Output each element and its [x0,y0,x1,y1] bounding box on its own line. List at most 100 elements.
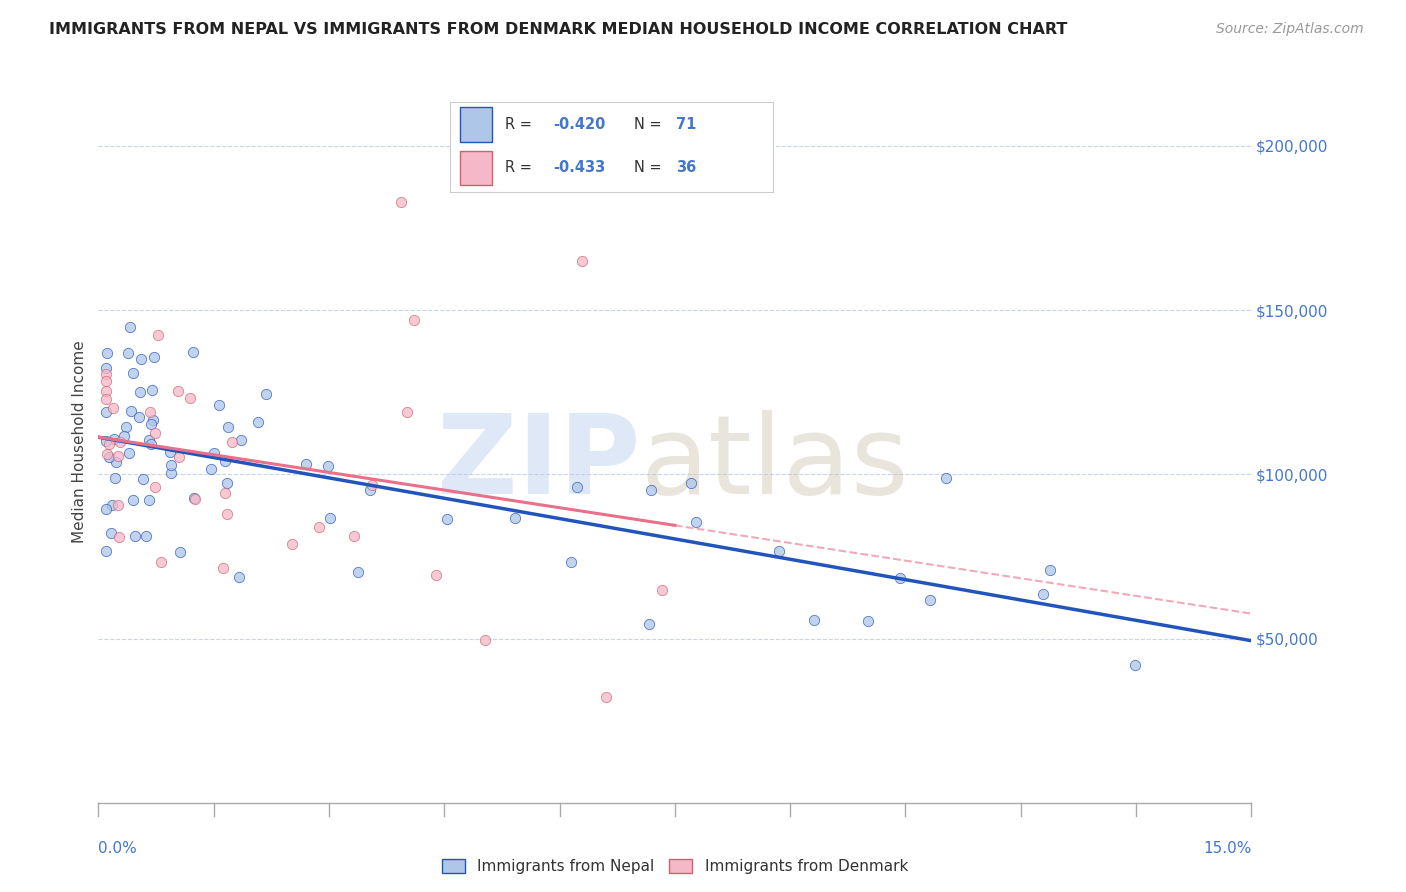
Point [179,392,201,406]
Point [651,583,673,598]
Point [143,425,166,440]
Point [122,367,145,381]
Point [132,472,155,486]
Point [160,458,183,473]
Point [98,436,121,450]
Point [139,417,162,431]
Point [124,529,146,543]
Point [212,561,235,575]
Point [118,446,141,460]
Point [1123,658,1146,673]
Point [319,511,342,525]
Point [181,345,204,359]
Point [142,413,165,427]
Point [108,530,131,544]
Point [567,479,589,493]
Point [135,529,157,543]
Text: IMMIGRANTS FROM NEPAL VS IMMIGRANTS FROM DENMARK MEDIAN HOUSEHOLD INCOME CORRELA: IMMIGRANTS FROM NEPAL VS IMMIGRANTS FROM… [49,22,1067,37]
Point [183,491,205,506]
Point [200,462,222,476]
Point [217,420,239,434]
Point [94,374,117,388]
Point [595,690,617,704]
Point [221,435,243,450]
Point [94,544,117,558]
Point [1032,587,1054,601]
Point [214,454,236,468]
Point [101,401,124,415]
Point [681,475,703,490]
Point [343,529,366,543]
Point [402,313,425,327]
Point [346,565,368,579]
Point [120,404,142,418]
Point [138,493,160,508]
Point [474,633,496,648]
Point [138,433,160,447]
Point [110,434,132,449]
Point [395,405,418,419]
Point [96,384,118,399]
Point [1038,564,1060,578]
Point [918,592,941,607]
Point [436,511,458,525]
Point [935,471,957,485]
Point [281,537,304,551]
Point [146,327,169,342]
Point [94,501,117,516]
Point [159,445,181,459]
Point [254,387,277,401]
Point [103,432,125,446]
Point [361,478,384,492]
Point [359,483,381,497]
Text: Source: ZipAtlas.com: Source: ZipAtlas.com [1216,22,1364,37]
Point [425,568,447,582]
Text: 15.0%: 15.0% [1204,841,1251,856]
Point [94,405,117,419]
Point [101,498,124,512]
Point [217,507,239,521]
Point [138,405,160,419]
Point [169,545,191,559]
Point [105,455,128,469]
Point [143,480,166,494]
Point [128,410,150,425]
Point [228,570,250,584]
Legend: Immigrants from Nepal, Immigrants from Denmark: Immigrants from Nepal, Immigrants from D… [434,852,915,882]
Point [96,346,118,360]
Text: ZIP: ZIP [437,409,640,516]
Point [129,351,152,366]
Point [316,459,339,474]
Point [638,617,661,632]
Point [640,483,662,497]
Point [560,555,582,569]
Point [308,520,330,534]
Point [768,544,790,558]
Point [214,486,236,500]
Point [685,516,707,530]
Point [169,450,191,465]
Point [129,385,152,400]
Y-axis label: Median Household Income: Median Household Income [72,340,87,543]
Point [889,571,911,585]
Point [94,360,117,375]
Point [120,319,142,334]
Point [505,511,527,525]
Point [149,555,172,569]
Point [96,447,118,461]
Point [160,466,183,480]
Point [215,475,238,490]
Point [94,367,117,381]
Point [97,450,120,464]
Point [803,613,825,627]
Text: atlas: atlas [640,409,908,516]
Text: 0.0%: 0.0% [98,841,138,856]
Point [295,458,318,472]
Point [94,434,117,448]
Point [208,398,231,412]
Point [202,445,225,459]
Point [247,415,270,429]
Point [107,449,129,463]
Point [121,492,143,507]
Point [107,498,129,512]
